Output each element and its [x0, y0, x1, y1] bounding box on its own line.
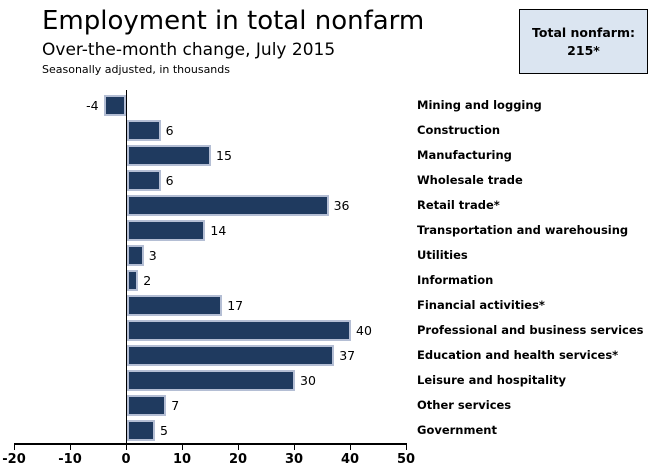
category-label: Government	[417, 423, 497, 437]
x-axis-tick-label: -20	[2, 452, 26, 467]
x-axis-tick	[294, 443, 295, 450]
bar	[127, 145, 211, 166]
bar-value-label: 40	[356, 323, 372, 338]
x-axis-tick-label: 40	[340, 452, 360, 467]
bar-value-label: 30	[300, 373, 316, 388]
bar	[127, 345, 335, 366]
category-label: Utilities	[417, 248, 468, 262]
x-axis-tick-label: 30	[284, 452, 304, 467]
category-label: Construction	[417, 123, 501, 137]
category-label: Transportation and warehousing	[417, 223, 629, 237]
category-label: Leisure and hospitality	[417, 373, 567, 387]
x-axis-tick	[70, 443, 71, 450]
bar	[127, 370, 295, 391]
x-axis-tick	[126, 443, 127, 450]
bar	[127, 270, 139, 291]
category-label: Education and health services*	[417, 348, 619, 362]
bar	[127, 120, 161, 141]
bar	[127, 245, 144, 266]
category-label: Information	[417, 273, 494, 287]
bar-value-label: 36	[333, 198, 350, 213]
x-axis-tick-label: 20	[228, 452, 248, 467]
bar	[127, 320, 351, 341]
bar	[127, 295, 223, 316]
category-label: Retail trade*	[417, 198, 500, 212]
chart-units-note: Seasonally adjusted, in thousands	[42, 63, 230, 76]
bar-value-label: 2	[143, 273, 152, 288]
x-axis-tick-label: -10	[58, 452, 82, 467]
x-axis-line	[14, 443, 407, 445]
bar	[127, 420, 155, 441]
x-axis-tick	[350, 443, 351, 450]
bar	[127, 195, 329, 216]
bar-value-label: 17	[227, 298, 244, 313]
bar	[127, 220, 206, 241]
bar	[127, 395, 167, 416]
zero-axis-line	[126, 90, 127, 443]
bar-value-label: 6	[165, 173, 174, 188]
category-label: Wholesale trade	[417, 173, 523, 187]
bar-value-label: 5	[160, 423, 168, 438]
category-label: Professional and business services	[417, 323, 644, 337]
bar-value-label: 7	[171, 398, 180, 413]
callout-value: 215*	[567, 42, 600, 58]
x-axis-tick	[14, 443, 15, 450]
x-axis-tick-label: 10	[172, 452, 192, 467]
bar-value-label: 3	[148, 248, 157, 263]
x-axis-tick	[238, 443, 239, 450]
x-axis-tick	[406, 443, 407, 450]
category-label: Other services	[417, 398, 512, 412]
x-axis-tick	[182, 443, 183, 450]
category-label: Manufacturing	[417, 148, 512, 162]
bar-value-label: 14	[210, 223, 227, 238]
total-nonfarm-callout: Total nonfarm: 215*	[519, 9, 648, 74]
bar-value-label: 6	[165, 123, 174, 138]
bar	[127, 170, 161, 191]
x-axis-tick-label: 0	[121, 452, 131, 467]
bar-value-label: 37	[339, 348, 356, 363]
bar-value-label: -4	[86, 98, 99, 113]
bar-value-label: 15	[216, 148, 232, 163]
category-label: Financial activities*	[417, 298, 545, 312]
category-label: Mining and logging	[417, 98, 542, 112]
bar	[103, 95, 126, 116]
chart-subtitle: Over-the-month change, July 2015	[42, 40, 336, 60]
x-axis-tick-label: 50	[396, 452, 416, 467]
chart-title: Employment in total nonfarm	[42, 6, 425, 36]
callout-label: Total nonfarm:	[532, 24, 635, 40]
